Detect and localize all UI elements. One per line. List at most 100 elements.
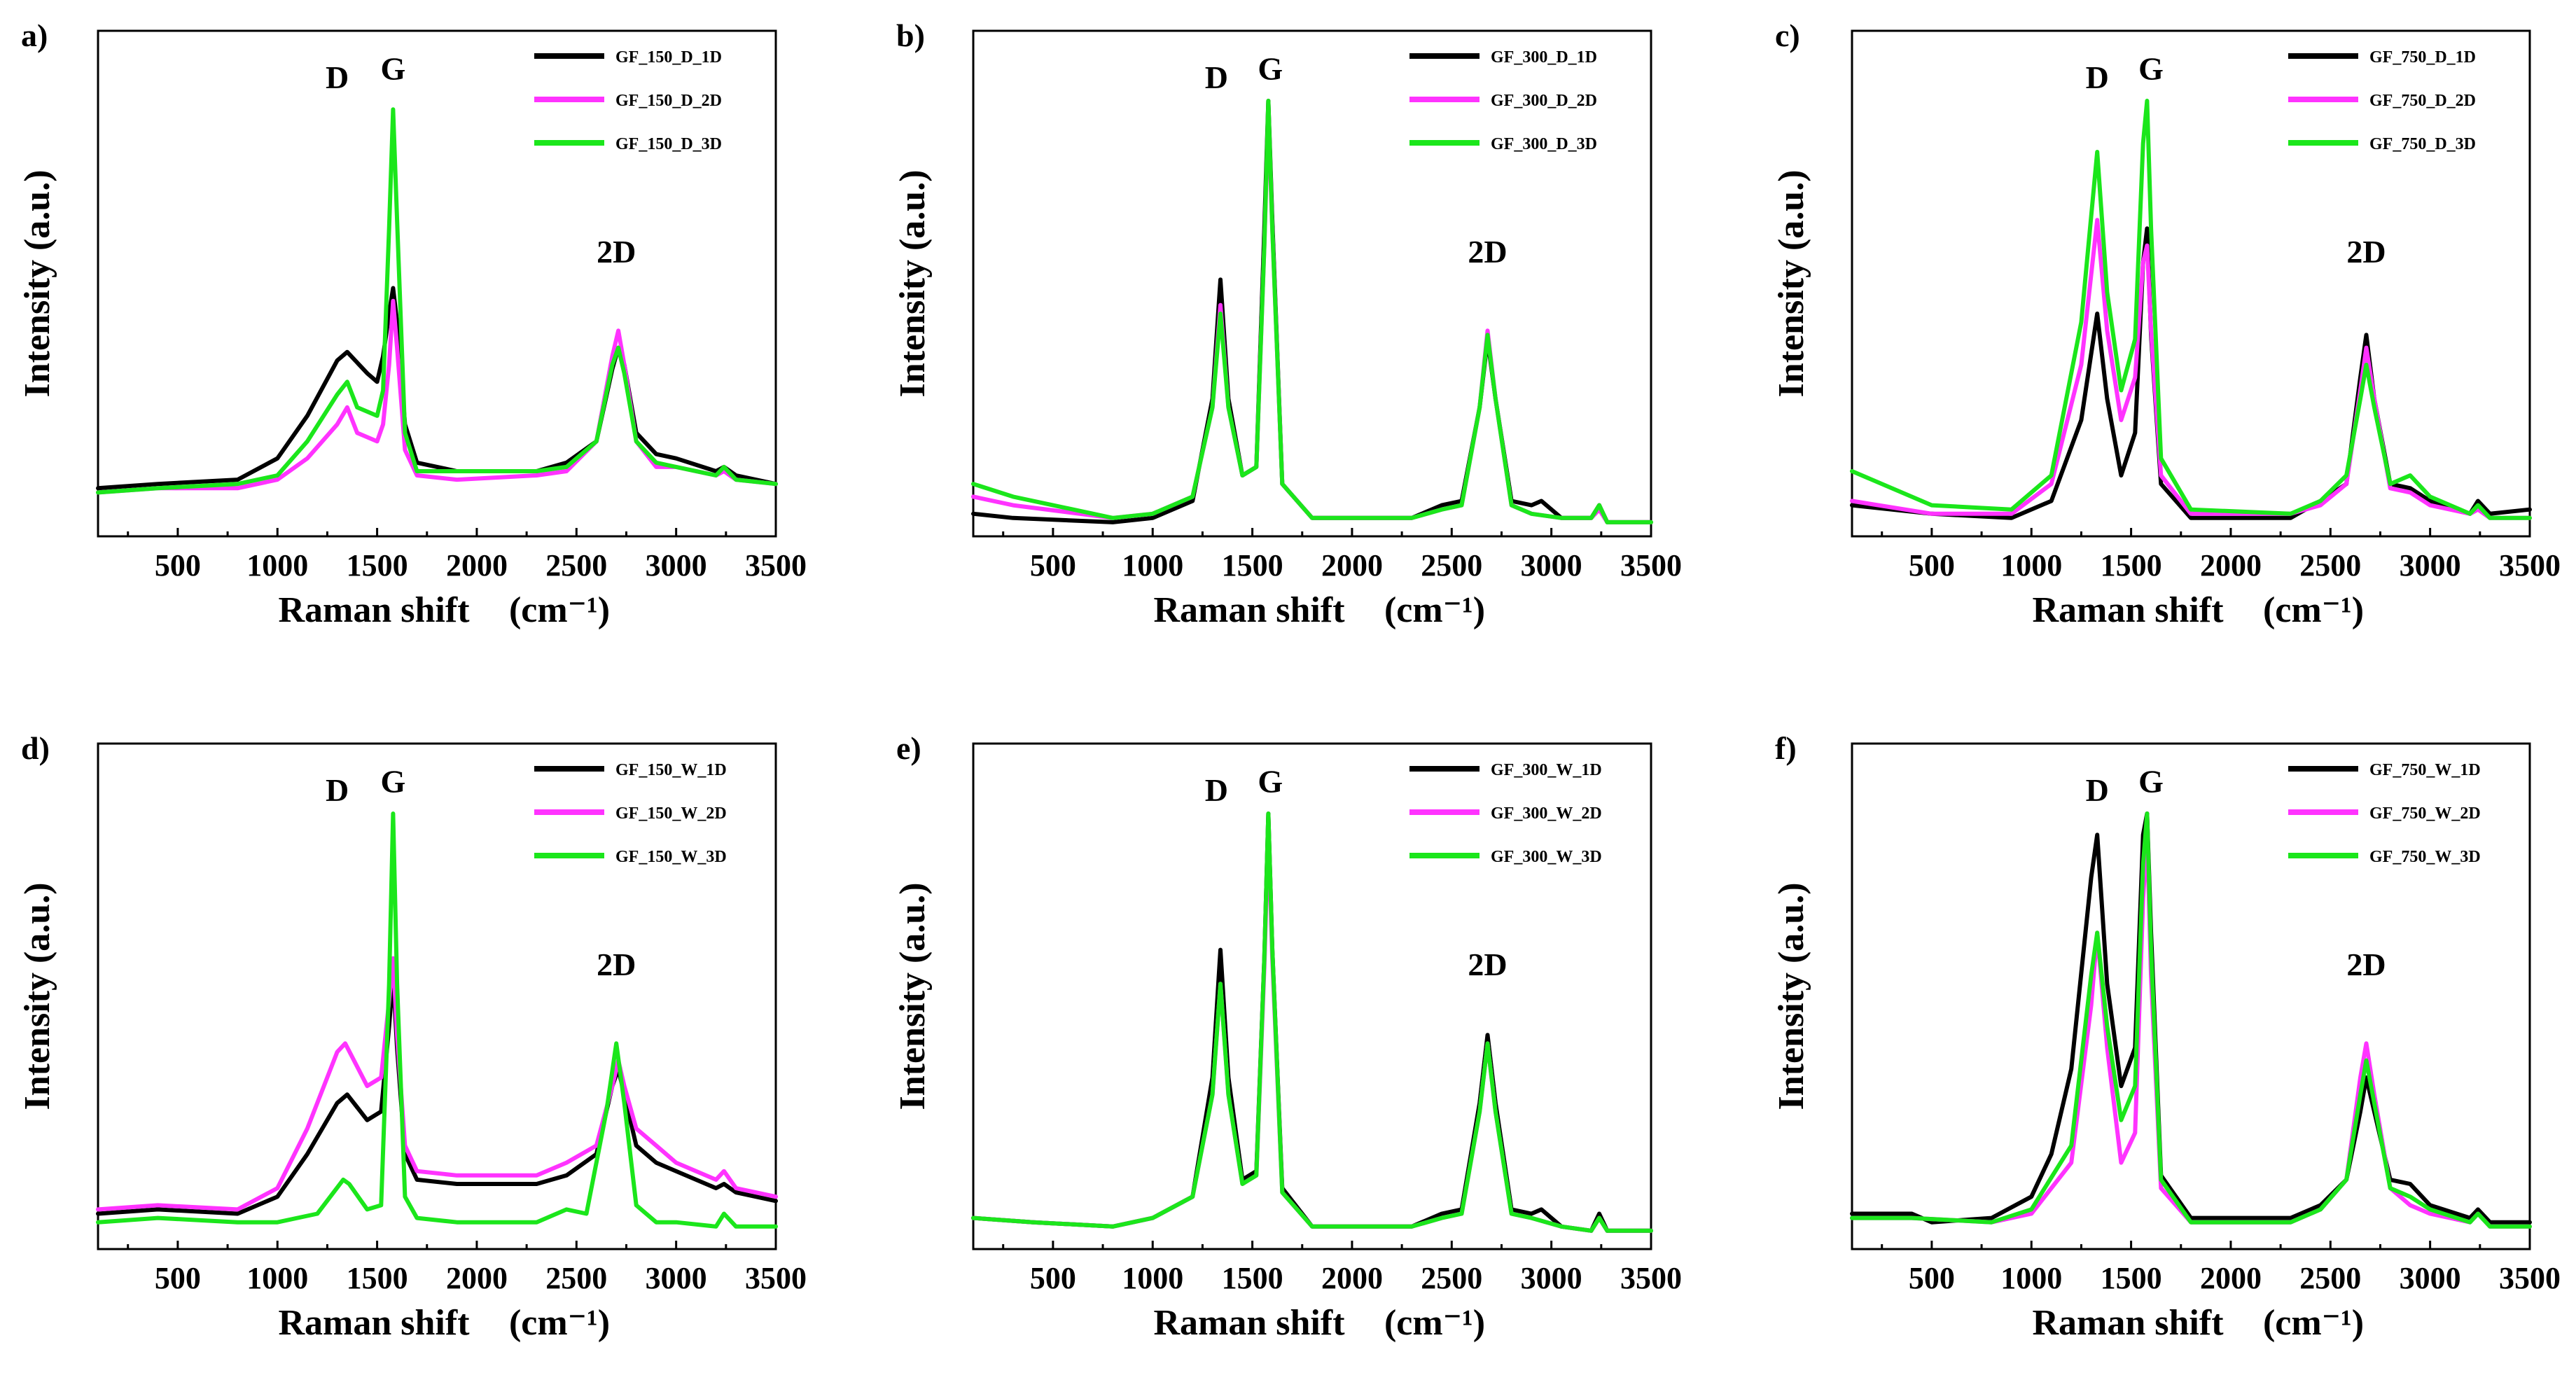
legend-label: GF_300_W_3D	[1491, 848, 1602, 866]
peak-label-G: G	[2138, 764, 2164, 800]
plot-frame	[1851, 29, 2531, 538]
x-tick-label: 2500	[1421, 1261, 1482, 1295]
peak-label-G: G	[380, 51, 405, 87]
series-line-GF_300_W_2D	[971, 828, 1653, 1233]
peak-label-G: G	[1258, 764, 1283, 800]
x-tick-label: 2500	[1421, 548, 1482, 583]
y-axis-title: Intensity (a.u.)	[893, 169, 933, 397]
x-tick-label: 3500	[745, 1261, 807, 1295]
series-line-GF_150_D_3D	[96, 107, 778, 495]
x-tick-label: 1000	[2000, 548, 2062, 583]
peak-label-G: G	[2138, 51, 2164, 87]
x-axis-title: Raman shift	[1153, 1303, 1345, 1343]
peak-label-D: D	[326, 60, 349, 95]
legend-label: GF_750_W_1D	[2369, 761, 2481, 779]
series-line-GF_750_W_3D	[1850, 811, 2532, 1229]
x-tick-label: 2000	[1321, 548, 1383, 583]
series-line-GF_300_D_1D	[971, 99, 1653, 524]
series-line-GF_150_W_1D	[96, 973, 778, 1216]
x-tick-label: 2500	[2299, 1261, 2361, 1295]
panel-letter: e)	[896, 730, 921, 766]
x-tick-label: 3500	[1620, 548, 1682, 583]
x-axis-title: Raman shift	[278, 590, 470, 630]
x-tick-label: 1500	[347, 1261, 408, 1295]
x-tick-label: 2500	[2299, 548, 2361, 583]
peak-label-D: D	[2086, 772, 2109, 808]
legend-label: GF_150_D_1D	[615, 48, 722, 67]
x-tick-label: 1000	[246, 548, 308, 583]
series-line-GF_300_W_1D	[971, 811, 1653, 1233]
x-axis-unit: (cm⁻¹)	[2263, 1303, 2364, 1343]
x-tick-label: 2000	[2200, 548, 2262, 583]
panel-letter: c)	[1775, 18, 1800, 53]
plot-frame	[97, 29, 777, 538]
panel-letter: b)	[896, 18, 925, 53]
peak-label-G: G	[1258, 51, 1283, 87]
x-tick-label: 3000	[1521, 1261, 1582, 1295]
legend-label: GF_300_W_1D	[1491, 761, 1602, 779]
x-tick-label: 2000	[446, 548, 508, 583]
peak-label-D: D	[2086, 60, 2109, 95]
x-tick-label: 1500	[2101, 548, 2162, 583]
series-line-GF_750_W_1D	[1850, 811, 2532, 1225]
peak-label-D: D	[1205, 772, 1228, 808]
x-axis-unit: (cm⁻¹)	[2263, 590, 2364, 630]
peak-label-2D: 2D	[2346, 947, 2386, 982]
legend-label: GF_750_D_1D	[2369, 48, 2476, 67]
chart-panel-0: a) Intensity (a.u.) 500 1000 1500 2000 2500 300…	[18, 18, 807, 630]
y-axis-title: Intensity (a.u.)	[1771, 882, 1811, 1110]
y-axis-title: Intensity (a.u.)	[893, 882, 933, 1110]
x-tick-label: 2000	[2200, 1261, 2262, 1295]
x-tick-label: 1500	[2101, 1261, 2162, 1295]
panel-letter: f)	[1775, 730, 1797, 766]
plot-frame	[972, 29, 1652, 538]
x-axis-title: Raman shift	[278, 1303, 470, 1343]
legend-label: GF_150_D_3D	[615, 135, 722, 153]
series-line-GF_150_D_1D	[96, 286, 778, 491]
x-tick-label: 500	[155, 548, 201, 583]
x-tick-label: 500	[1909, 1261, 1955, 1295]
plot-frame	[972, 742, 1652, 1250]
panel-letter: d)	[21, 730, 50, 766]
chart-panel-4: e) Intensity (a.u.) 500 1000 1500 2000 2500 300…	[893, 730, 1682, 1343]
series-line-GF_150_W_2D	[96, 956, 778, 1212]
legend-label: GF_150_W_1D	[615, 761, 727, 779]
legend-label: GF_750_W_2D	[2369, 804, 2481, 823]
series-line-GF_150_D_2D	[96, 298, 778, 495]
x-tick-label: 2000	[446, 1261, 508, 1295]
x-tick-label: 500	[1030, 548, 1076, 583]
x-axis-title: Raman shift	[2032, 590, 2224, 630]
series-line-GF_150_W_3D	[96, 811, 778, 1229]
x-tick-label: 3500	[745, 548, 807, 583]
x-tick-label: 500	[1030, 1261, 1076, 1295]
x-tick-label: 2000	[1321, 1261, 1383, 1295]
x-tick-label: 3500	[2499, 1261, 2561, 1295]
x-axis-unit: (cm⁻¹)	[1384, 590, 1485, 630]
legend-label: GF_150_D_2D	[615, 92, 722, 110]
panel-letter: a)	[21, 18, 48, 53]
y-axis-title: Intensity (a.u.)	[18, 882, 57, 1110]
series-line-GF_750_W_2D	[1850, 832, 2532, 1229]
chart-panel-3: d) Intensity (a.u.) 500 1000 1500 2000 2500 300…	[18, 730, 807, 1343]
x-tick-label: 500	[155, 1261, 201, 1295]
legend-label: GF_150_W_3D	[615, 848, 727, 866]
x-tick-label: 3000	[1521, 548, 1582, 583]
peak-label-2D: 2D	[597, 947, 636, 982]
peak-label-2D: 2D	[1468, 947, 1507, 982]
peak-label-2D: 2D	[597, 234, 636, 270]
x-axis-title: Raman shift	[1153, 590, 1345, 630]
x-tick-label: 1000	[1122, 548, 1183, 583]
x-tick-label: 1000	[2000, 1261, 2062, 1295]
x-tick-label: 1000	[246, 1261, 308, 1295]
x-axis-unit: (cm⁻¹)	[509, 590, 610, 630]
legend-label: GF_150_W_2D	[615, 804, 727, 823]
legend-label: GF_300_D_3D	[1491, 135, 1597, 153]
peak-label-D: D	[326, 772, 349, 808]
legend-label: GF_300_D_1D	[1491, 48, 1597, 67]
series-line-GF_750_D_3D	[1850, 99, 2532, 520]
plot-frame	[1851, 742, 2531, 1250]
series-line-GF_750_D_1D	[1850, 226, 2532, 520]
x-axis-unit: (cm⁻¹)	[1384, 1303, 1485, 1343]
peak-label-2D: 2D	[2346, 234, 2386, 270]
